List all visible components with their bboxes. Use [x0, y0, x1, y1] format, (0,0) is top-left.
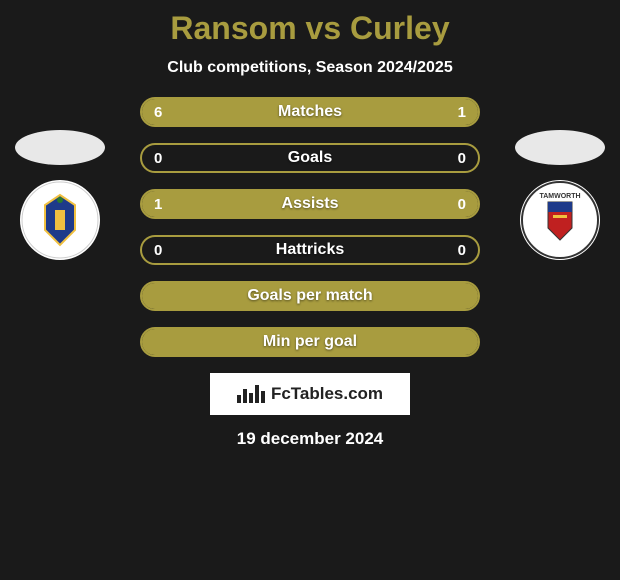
stat-value-left: 0: [154, 242, 162, 259]
stat-value-left: 0: [154, 150, 162, 167]
stats-block: 6 Matches 1 0 Goals 0 1 Assists 0 0 Hattricks 0 Goal…: [140, 97, 480, 357]
stat-fill-right: [404, 99, 478, 125]
stat-bar-hattricks: 0 Hattricks 0: [140, 235, 480, 265]
footer-date: 19 december 2024: [0, 429, 620, 449]
svg-text:TAMWORTH: TAMWORTH: [539, 193, 580, 200]
stat-value-right: 0: [458, 242, 466, 259]
club-badge-right: TAMWORTH: [520, 180, 600, 260]
branding-badge: FcTables.com: [210, 373, 410, 415]
stat-value-right: 0: [458, 150, 466, 167]
club-crest-left-icon: [20, 180, 100, 260]
stat-label: Matches: [278, 103, 342, 121]
club-badge-left: [20, 180, 100, 260]
stat-value-right: 0: [458, 196, 466, 213]
chart-icon: [237, 385, 265, 403]
player-left-avatar: [15, 130, 105, 165]
stat-bar-goals-per-match: Goals per match: [140, 281, 480, 311]
stat-label: Goals per match: [247, 287, 372, 305]
page-subtitle: Club competitions, Season 2024/2025: [0, 59, 620, 77]
comparison-card: Ransom vs Curley Club competitions, Seas…: [0, 0, 620, 449]
stat-bar-assists: 1 Assists 0: [140, 189, 480, 219]
stat-bar-min-per-goal: Min per goal: [140, 327, 480, 357]
club-crest-right-icon: TAMWORTH: [520, 180, 600, 260]
stat-label: Hattricks: [276, 241, 344, 259]
branding-text: FcTables.com: [271, 384, 383, 404]
stat-bar-matches: 6 Matches 1: [140, 97, 480, 127]
stat-value-left: 1: [154, 196, 162, 213]
stat-bar-goals: 0 Goals 0: [140, 143, 480, 173]
stat-label: Min per goal: [263, 333, 357, 351]
stat-value-right: 1: [458, 104, 466, 121]
page-title: Ransom vs Curley: [0, 10, 620, 47]
player-right-avatar: [515, 130, 605, 165]
stat-value-left: 6: [154, 104, 162, 121]
stat-label: Assists: [282, 195, 339, 213]
stat-label: Goals: [288, 149, 332, 167]
stat-fill-left: [142, 99, 404, 125]
